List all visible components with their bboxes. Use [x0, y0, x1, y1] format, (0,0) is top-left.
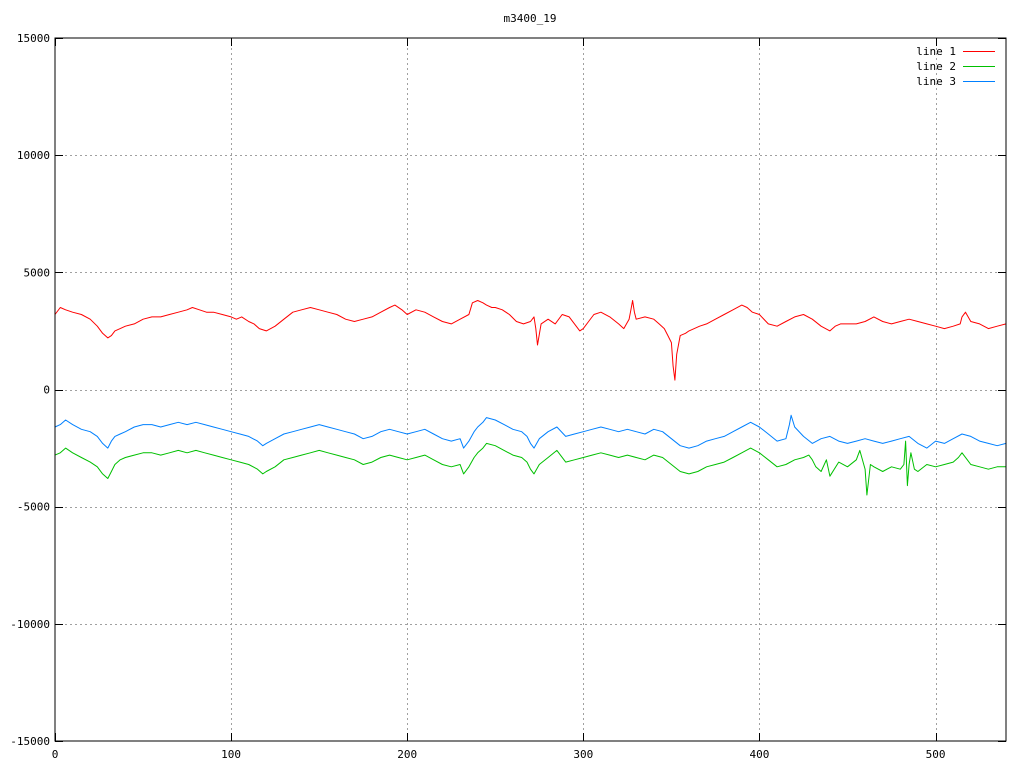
- grid: [55, 38, 1006, 741]
- plot-frame: [54, 37, 1007, 742]
- chart-title: m3400_19: [504, 12, 557, 25]
- y-tick-label: 15000: [17, 32, 50, 45]
- y-tick-label: -10000: [10, 618, 50, 631]
- series-line-1: [54, 300, 1007, 381]
- y-tick-label: 10000: [17, 149, 50, 162]
- x-tick-label: 400: [750, 748, 770, 761]
- x-tick-label: 200: [397, 748, 417, 761]
- legend: line 1 line 2 line 3: [916, 45, 995, 88]
- y-tick-label: -15000: [10, 735, 50, 748]
- x-tick-label: 100: [221, 748, 241, 761]
- series-layer: [54, 300, 1007, 496]
- legend-label: line 2: [916, 60, 956, 73]
- x-tick-label: 300: [573, 748, 593, 761]
- y-tick-label: 0: [43, 384, 50, 397]
- axis-ticks: 0 100 200 300 400 500 -15000 -10000 -5000 0 5000 10…: [10, 32, 1006, 761]
- series-line-3: [54, 414, 1007, 449]
- x-tick-label: 0: [52, 748, 59, 761]
- x-tick-label: 500: [926, 748, 946, 761]
- series-line-2: [54, 440, 1006, 496]
- y-tick-label: -5000: [17, 501, 50, 514]
- legend-label: line 3: [916, 75, 956, 88]
- y-tick-label: 5000: [24, 266, 51, 279]
- legend-label: line 1: [916, 45, 956, 58]
